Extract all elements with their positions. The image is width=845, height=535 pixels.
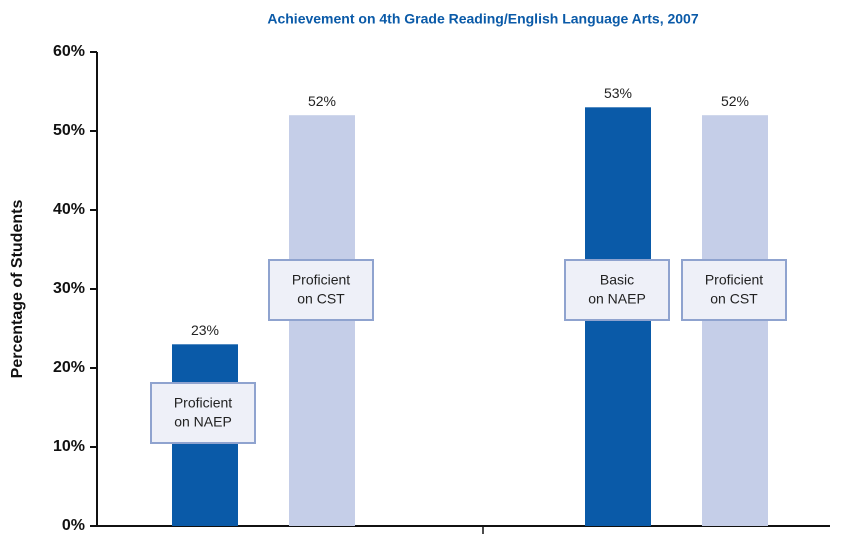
y-tick-label: 40%	[53, 201, 85, 218]
value-label: 23%	[191, 322, 219, 338]
y-tick-label: 10%	[53, 438, 85, 455]
chart-title: Achievement on 4th Grade Reading/English…	[267, 11, 698, 27]
bar-label: Basic	[600, 272, 634, 288]
bar-label-box	[150, 382, 256, 444]
y-tick-label: 20%	[53, 359, 85, 376]
y-tick-label: 0%	[62, 517, 85, 534]
bar-label: Proficient	[705, 272, 763, 288]
bar-label: on NAEP	[588, 291, 646, 307]
y-tick-label: 50%	[53, 122, 85, 139]
value-label: 52%	[721, 93, 749, 109]
bar-label: on CST	[710, 291, 758, 307]
bar-label: Proficient	[292, 272, 350, 288]
y-axis-label: Percentage of Students	[9, 200, 26, 379]
bar-label: on NAEP	[174, 414, 232, 430]
bar-label-box	[268, 259, 374, 321]
value-label: 53%	[604, 85, 632, 101]
y-tick-label: 30%	[53, 280, 85, 297]
y-tick-label: 60%	[53, 43, 85, 60]
bar-label-box	[681, 259, 787, 321]
bar-label: Proficient	[174, 395, 232, 411]
value-label: 52%	[308, 93, 336, 109]
bar-label-box	[564, 259, 670, 321]
bar-label: on CST	[297, 291, 345, 307]
